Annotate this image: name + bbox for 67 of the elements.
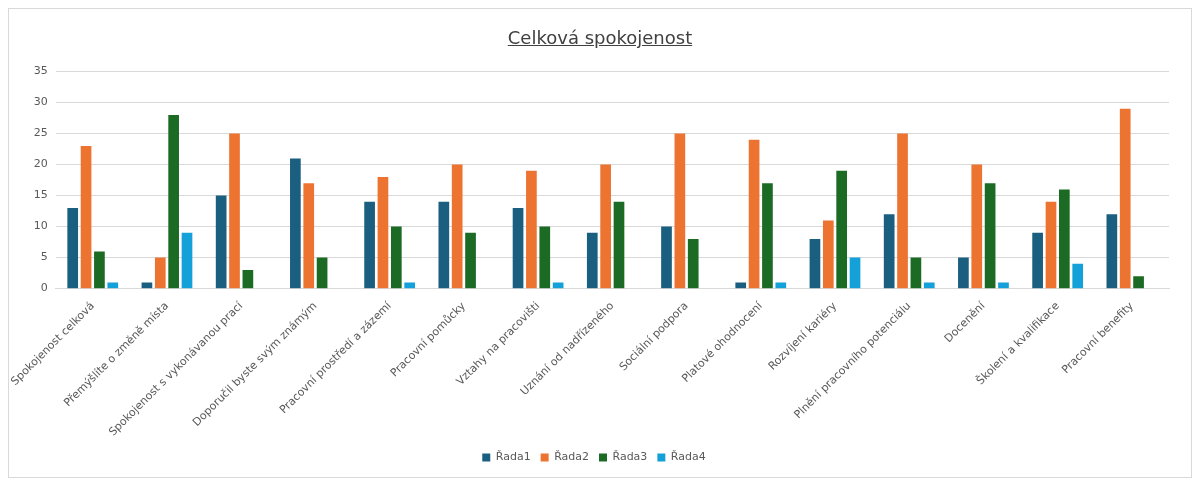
bar [1119,108,1131,289]
bar [526,170,537,289]
bar [377,177,389,289]
bar [613,201,625,289]
bar [1059,189,1070,289]
bar [687,239,699,289]
bar [600,164,611,289]
bar [107,282,119,289]
y-tick-label: 25 [33,126,48,140]
legend-label: Řada1 [495,450,531,464]
bar [1072,263,1084,289]
bar [364,201,375,289]
bar [849,257,861,289]
bar [897,133,908,289]
bar [883,214,895,289]
bar [404,282,416,289]
y-tick-label: 15 [33,188,48,202]
bar [390,226,402,289]
bar [984,183,996,289]
legend-label: Řada4 [670,450,706,464]
bar [438,201,450,289]
y-tick-label: 0 [40,281,48,295]
bar [316,257,328,289]
bar [1032,232,1043,289]
bar [451,164,463,289]
bar [303,183,315,289]
chart-title: Celková spokojenost [506,26,694,50]
bar [552,282,564,289]
bar [836,170,848,289]
bar [465,232,476,289]
bar [141,282,153,289]
bar [822,220,834,289]
y-tick-label: 10 [33,219,48,233]
legend-label: Řada3 [612,450,648,464]
bar [154,257,166,289]
bar [1045,201,1057,289]
y-tick-label: 30 [33,95,48,109]
bar [809,239,821,289]
bar [775,282,787,289]
bar [242,270,254,289]
bar [290,158,301,289]
bar [958,257,969,289]
bar [735,282,747,289]
y-tick-label: 35 [33,64,48,78]
bar [181,232,193,289]
bar [80,146,92,289]
bar [1106,214,1118,289]
bar [674,133,686,289]
bar [94,251,105,289]
bar [971,164,983,289]
bar [229,133,240,289]
y-tick-label: 5 [40,250,48,264]
bar [1133,276,1144,289]
y-tick-label: 20 [33,157,48,171]
bar [67,208,79,289]
bar [586,232,598,289]
legend-label: Řada2 [554,450,590,464]
bar [998,282,1009,289]
bar [512,208,524,289]
bar [215,195,227,289]
bar [923,282,935,289]
bar [168,115,179,289]
bar [762,183,773,289]
bar [910,257,922,289]
bar [748,139,760,289]
bar [539,226,551,289]
bar [661,226,672,289]
